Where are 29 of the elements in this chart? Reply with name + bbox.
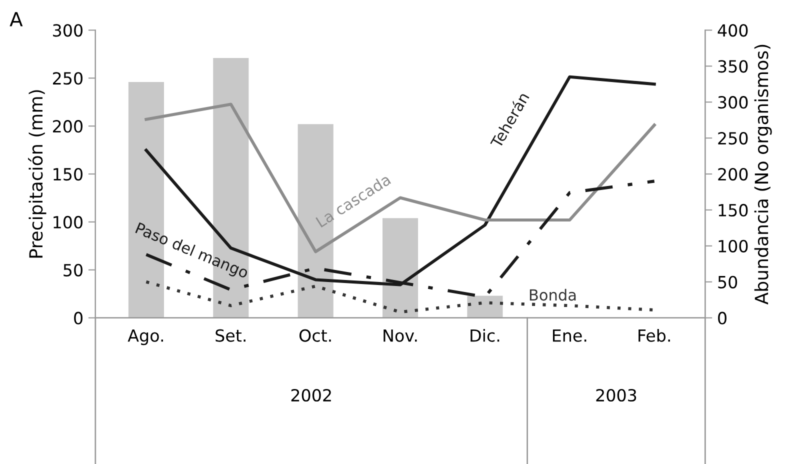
text: 2002 <box>291 388 331 402</box>
y2-tick-label: 200 <box>718 168 748 181</box>
series-label: Bonda <box>530 288 576 301</box>
y2-tick-label: 400 <box>718 24 748 37</box>
y-tick-label: 100 <box>54 216 82 229</box>
text: A <box>10 12 23 26</box>
y-tick-label: 250 <box>53 72 82 85</box>
y-tick-label: 150 <box>54 168 82 181</box>
x-tick-label: Dic. <box>470 328 500 342</box>
y-tick-label: 0 <box>74 312 82 324</box>
y2-tick-label: 100 <box>718 240 748 252</box>
y2-tick-label: 300 <box>718 96 748 109</box>
x-tick-label: Nov. <box>384 329 417 342</box>
y2-tick-label: 50 <box>718 276 738 288</box>
x-tick-label: Set. <box>216 329 246 342</box>
text: 2003 <box>596 388 636 402</box>
x-tick-label: Oct. <box>299 329 331 342</box>
y2-axis-title: Abundancia (No organismos) <box>754 44 772 305</box>
x-tick-label: Ago. <box>128 329 164 346</box>
y2-tick-label: 250 <box>718 132 748 145</box>
y-tick-label: 50 <box>64 264 82 276</box>
y2-tick-label: 350 <box>718 60 748 73</box>
y-axis-title: Precipitación (mm) <box>28 90 46 258</box>
y-tick-label: 300 <box>53 24 82 37</box>
x-tick-label: Feb. <box>638 328 670 342</box>
y2-tick-label: 0 <box>718 312 726 324</box>
x-tick-label: Ene. <box>552 329 586 342</box>
y-tick-label: 200 <box>53 120 82 133</box>
y2-tick-label: 150 <box>718 204 748 217</box>
